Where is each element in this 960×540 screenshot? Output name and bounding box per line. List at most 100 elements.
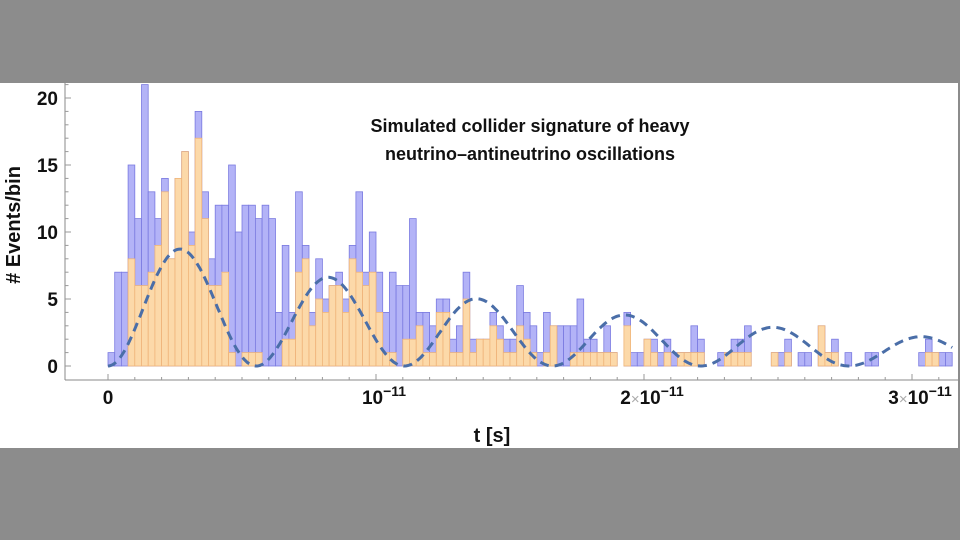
orange-bar-47 bbox=[422, 352, 430, 367]
orange-bar-28 bbox=[295, 271, 303, 367]
orange-bar-57 bbox=[489, 325, 497, 367]
blue-bar-103 bbox=[797, 352, 806, 367]
blue-bar-20 bbox=[241, 204, 250, 367]
orange-bar-48 bbox=[429, 352, 437, 367]
orange-bar-9 bbox=[167, 258, 176, 367]
blue-bar-21 bbox=[248, 204, 256, 367]
x-tick-label: 0 bbox=[103, 388, 114, 409]
orange-bar-93 bbox=[730, 352, 739, 367]
orange-bar-29 bbox=[301, 258, 310, 367]
blue-bar-25 bbox=[275, 311, 283, 367]
orange-bar-49 bbox=[435, 311, 444, 367]
orange-bar-60 bbox=[509, 352, 518, 367]
orange-bar-80 bbox=[643, 338, 652, 367]
blue-bar-43 bbox=[395, 285, 404, 367]
orange-bar-101 bbox=[784, 352, 792, 367]
bars bbox=[107, 84, 953, 367]
blue-bar-104 bbox=[804, 352, 812, 367]
blue-bar-82 bbox=[657, 352, 665, 367]
orange-bar-50 bbox=[442, 311, 451, 367]
blue-bar-24 bbox=[268, 218, 276, 367]
orange-bar-55 bbox=[476, 338, 484, 367]
orange-bar-39 bbox=[368, 271, 377, 367]
orange-bar-81 bbox=[650, 352, 658, 367]
orange-bar-94 bbox=[737, 352, 745, 367]
orange-bar-12 bbox=[187, 244, 196, 367]
orange-bar-75 bbox=[610, 352, 618, 367]
orange-bar-32 bbox=[321, 311, 330, 367]
orange-bar-74 bbox=[603, 352, 611, 367]
orange-bar-18 bbox=[228, 352, 236, 367]
blue-bar-124 bbox=[938, 352, 946, 367]
blue-bar-67 bbox=[556, 325, 565, 367]
orange-bar-13 bbox=[194, 137, 203, 367]
orange-bar-95 bbox=[744, 352, 752, 367]
orange-bar-26 bbox=[281, 338, 290, 367]
y-tick-label: 20 bbox=[37, 89, 58, 110]
orange-bar-71 bbox=[583, 352, 591, 367]
orange-bar-27 bbox=[288, 338, 296, 367]
orange-bar-77 bbox=[623, 325, 632, 367]
x-tick-label: 10−11 bbox=[362, 383, 406, 409]
blue-bar-110 bbox=[844, 352, 853, 367]
orange-bar-37 bbox=[355, 271, 363, 367]
chart-title-line-1: Simulated collider signature of heavy bbox=[370, 116, 689, 136]
orange-bar-30 bbox=[308, 325, 317, 367]
x-tick-label: 3×10−11 bbox=[888, 383, 952, 409]
orange-bar-52 bbox=[455, 352, 464, 367]
orange-bar-122 bbox=[925, 352, 933, 367]
orange-bar-66 bbox=[549, 325, 558, 367]
model-curve-dashed bbox=[107, 247, 953, 368]
blue-bar-79 bbox=[636, 352, 645, 367]
y-tick-label: 15 bbox=[37, 156, 59, 177]
orange-bar-51 bbox=[449, 352, 457, 367]
orange-bar-99 bbox=[770, 352, 779, 367]
orange-bar-35 bbox=[342, 311, 350, 367]
blue-bar-23 bbox=[261, 204, 270, 367]
orange-bar-45 bbox=[409, 338, 417, 367]
orange-bar-72 bbox=[590, 352, 598, 367]
orange-bar-59 bbox=[502, 352, 511, 367]
y-tick-label: 10 bbox=[37, 223, 58, 244]
orange-bar-108 bbox=[831, 352, 839, 367]
orange-bar-54 bbox=[469, 352, 477, 367]
blue-bar-125 bbox=[945, 352, 953, 367]
orange-bar-34 bbox=[335, 285, 343, 367]
orange-bar-70 bbox=[576, 352, 585, 367]
orange-bar-106 bbox=[817, 325, 826, 367]
x-axis-title: t [s] bbox=[474, 425, 511, 447]
orange-bar-63 bbox=[529, 352, 538, 367]
orange-bar-33 bbox=[328, 285, 337, 367]
orange-bar-56 bbox=[482, 338, 491, 367]
orange-bar-21 bbox=[248, 352, 256, 367]
orange-bar-16 bbox=[214, 285, 223, 367]
blue-bar-78 bbox=[630, 352, 638, 367]
orange-bar-3 bbox=[127, 258, 136, 367]
orange-bar-58 bbox=[496, 338, 504, 367]
orange-bar-31 bbox=[315, 298, 323, 367]
axes: 0 5 10 15 20 0 10−11 2×10−11 3×10−11 bbox=[37, 83, 958, 409]
blue-bar-100 bbox=[777, 352, 786, 367]
orange-bar-36 bbox=[348, 258, 357, 367]
orange-bar-88 bbox=[697, 352, 705, 367]
orange-bar-11 bbox=[181, 151, 189, 367]
orange-bar-14 bbox=[201, 218, 209, 367]
y-tick-label: 0 bbox=[47, 357, 58, 378]
chart-title-line-2: neutrino–antineutrino oscillations bbox=[385, 144, 675, 164]
y-axis-title: # Events/bin bbox=[3, 166, 25, 284]
orange-bar-53 bbox=[462, 298, 471, 367]
orange-bar-123 bbox=[931, 352, 940, 367]
orange-bar-7 bbox=[154, 244, 162, 367]
x-tick-label: 2×10−11 bbox=[620, 383, 684, 409]
blue-bar-42 bbox=[388, 271, 397, 367]
orange-bar-8 bbox=[161, 191, 169, 367]
orange-bar-10 bbox=[174, 177, 183, 367]
blue-bar-22 bbox=[254, 218, 263, 367]
orange-bar-44 bbox=[402, 338, 410, 367]
blue-bar-1 bbox=[114, 271, 122, 367]
y-tick-label: 5 bbox=[47, 290, 58, 311]
orange-bar-73 bbox=[596, 352, 605, 367]
orange-bar-83 bbox=[663, 352, 672, 367]
blue-bar-121 bbox=[918, 352, 926, 367]
